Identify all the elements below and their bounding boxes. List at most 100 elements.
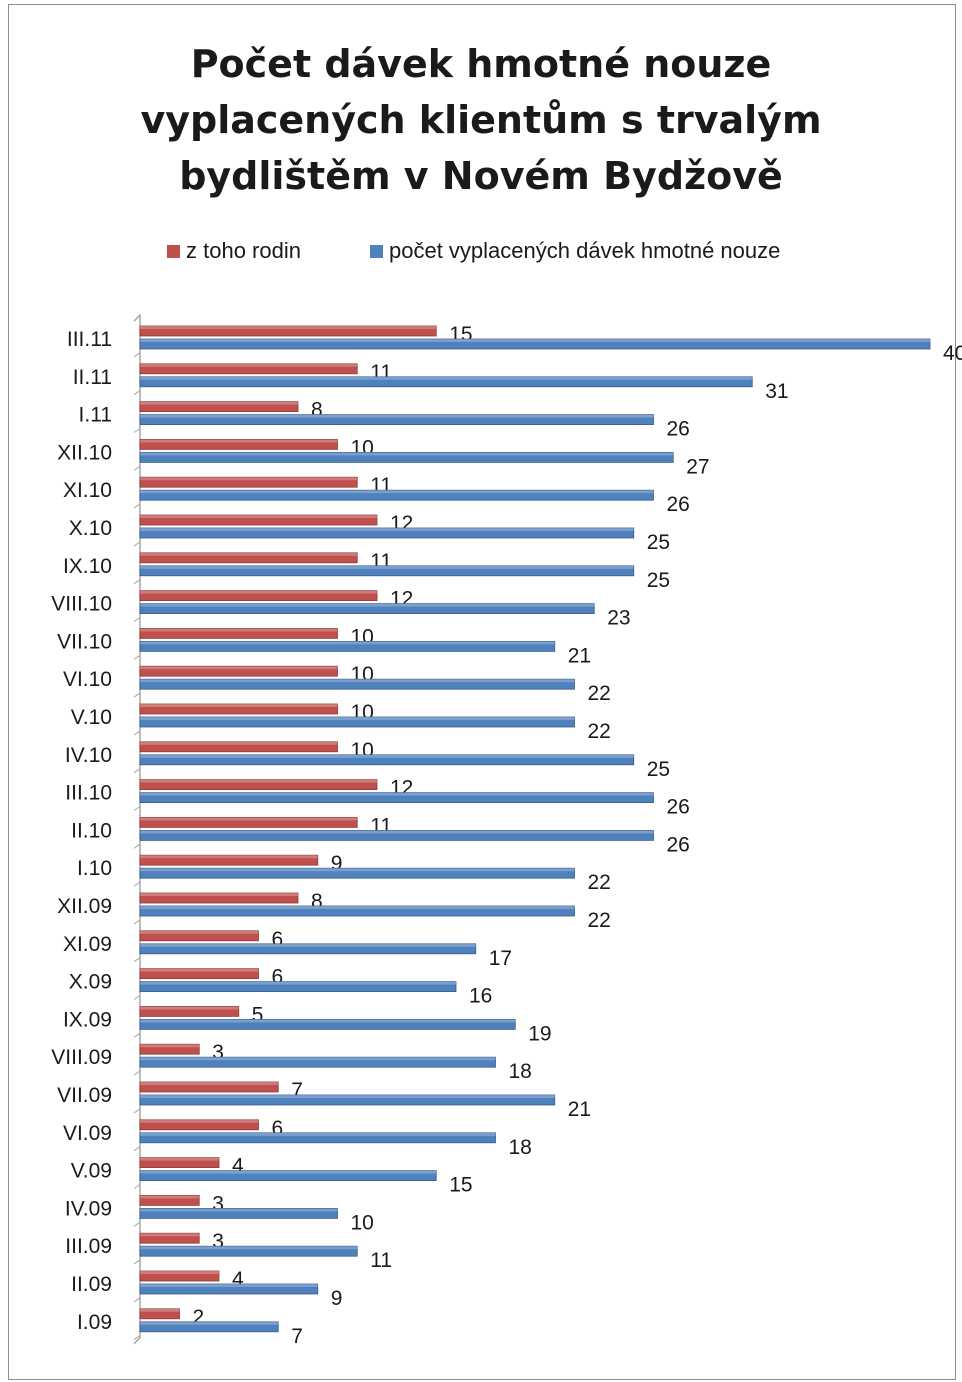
category-tick xyxy=(133,1070,141,1076)
bar-families xyxy=(139,401,299,413)
bar-benefits xyxy=(139,981,457,992)
bar-benefits xyxy=(139,1056,496,1068)
legend-label-benefits: počet vyplacených dávek hmotné nouze xyxy=(389,238,781,263)
data-label-families: 3 xyxy=(212,1041,224,1064)
bar-highlight xyxy=(140,792,654,796)
data-label-benefits: 23 xyxy=(607,607,630,630)
bar-highlight xyxy=(140,1119,259,1123)
bar-highlight xyxy=(140,1082,279,1085)
chart-title-line-3: bydlištěm v Novém Bydžově xyxy=(179,154,783,198)
category-tick xyxy=(133,1259,141,1265)
bar-highlight xyxy=(140,628,338,632)
bar-highlight xyxy=(140,930,259,934)
category-tick-label: XI.09 xyxy=(63,933,112,956)
category-tick-label: II.11 xyxy=(73,366,112,389)
data-label-benefits: 22 xyxy=(588,720,611,743)
data-label-benefits: 21 xyxy=(568,644,591,667)
data-label-families: 3 xyxy=(212,1230,224,1253)
bar-benefits xyxy=(139,678,575,690)
bar-highlight xyxy=(140,779,377,783)
bar-highlight xyxy=(140,741,338,745)
bar-benefits xyxy=(139,565,635,577)
category-tick xyxy=(133,1297,141,1303)
bar-highlight xyxy=(140,641,555,645)
bar-benefits xyxy=(139,830,654,841)
bar-families xyxy=(139,1043,200,1055)
data-label-benefits: 26 xyxy=(667,418,690,441)
category-tick-label: VII.09 xyxy=(57,1084,112,1107)
bar-highlight xyxy=(140,679,575,683)
bar-highlight xyxy=(140,477,358,481)
category-tick xyxy=(133,541,141,547)
bar-highlight xyxy=(140,830,654,834)
chart-legend: z toho rodin počet vyplacených dávek hmo… xyxy=(0,238,962,264)
category-tick-label: XI.10 xyxy=(63,479,112,502)
category-tick-label: III.10 xyxy=(65,782,112,805)
bar-benefits xyxy=(139,1283,319,1295)
chart-title: Počet dávek hmotné nouze vyplacených kli… xyxy=(0,36,962,204)
bar-families xyxy=(139,1081,279,1093)
data-label-benefits: 11 xyxy=(370,1249,392,1272)
bar-highlight xyxy=(140,414,654,418)
data-label-benefits: 16 xyxy=(469,985,492,1008)
bar-benefits xyxy=(139,905,575,917)
category-tick xyxy=(133,579,141,585)
category-tick-label: X.10 xyxy=(69,517,112,540)
bar-benefits xyxy=(139,1094,556,1106)
data-label-benefits: 7 xyxy=(291,1325,303,1348)
bar-families xyxy=(139,1232,200,1244)
bar-benefits xyxy=(139,716,575,728)
bar-benefits xyxy=(139,603,595,614)
category-tick-label: V.10 xyxy=(71,706,112,729)
bar-families xyxy=(139,590,378,601)
bar-highlight xyxy=(140,666,338,670)
bar-benefits xyxy=(139,867,575,879)
bar-benefits xyxy=(139,754,635,766)
bar-highlight xyxy=(140,1170,437,1174)
category-tick xyxy=(133,654,141,660)
bar-benefits xyxy=(139,376,753,388)
category-tick-label: IV.10 xyxy=(65,744,112,767)
bar-highlight xyxy=(140,717,575,720)
category-tick xyxy=(133,1335,141,1341)
bar-highlight xyxy=(140,1271,219,1274)
bar-families xyxy=(139,476,358,488)
category-tick xyxy=(133,730,141,736)
category-tick xyxy=(133,768,141,774)
bar-highlight xyxy=(140,326,437,329)
bar-highlight xyxy=(140,1006,239,1010)
category-tick xyxy=(133,1108,141,1114)
category-tick-label: VI.09 xyxy=(63,1122,112,1145)
data-label-benefits: 22 xyxy=(588,682,611,705)
data-label-benefits: 26 xyxy=(667,833,690,856)
bar-families xyxy=(139,892,299,904)
data-label-families: 3 xyxy=(212,1192,224,1215)
bar-highlight xyxy=(140,490,654,494)
bar-families xyxy=(139,1157,220,1168)
data-label-families: 6 xyxy=(272,928,284,951)
bar-benefits xyxy=(139,792,654,803)
category-tick xyxy=(133,806,141,811)
category-tick-label: VIII.10 xyxy=(51,593,112,616)
bar-families xyxy=(139,514,378,526)
bar-highlight xyxy=(140,552,358,556)
category-tick-label: IX.09 xyxy=(63,1008,112,1031)
data-label-benefits: 17 xyxy=(489,947,512,970)
category-tick-label: I.10 xyxy=(77,857,112,880)
category-tick xyxy=(133,995,141,1000)
data-label-families: 8 xyxy=(311,890,323,913)
category-tick xyxy=(133,617,141,622)
bar-highlight xyxy=(140,590,377,594)
bar-highlight xyxy=(140,1208,338,1212)
bar-highlight xyxy=(140,439,338,443)
bar-families xyxy=(139,817,358,828)
category-tick xyxy=(133,1032,141,1038)
category-tick xyxy=(133,692,141,698)
category-tick-label: X.09 xyxy=(69,971,112,994)
bar-highlight xyxy=(140,855,318,859)
category-tick xyxy=(133,957,141,963)
bar-families xyxy=(139,1270,220,1282)
category-tick xyxy=(133,843,141,849)
data-label-benefits: 40 xyxy=(943,342,962,365)
category-tick-label: IX.10 xyxy=(63,555,112,578)
